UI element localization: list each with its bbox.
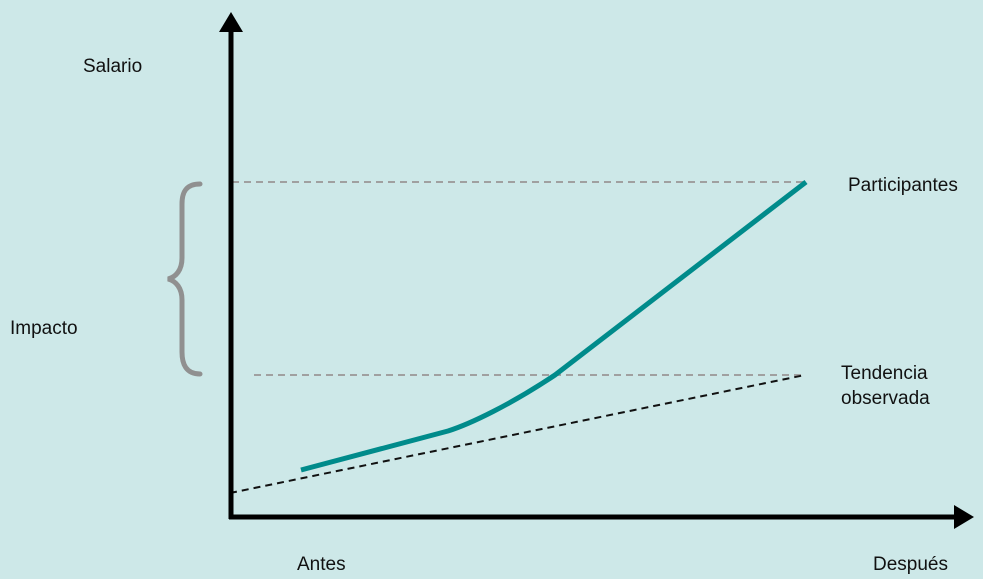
x-axis-arrow-icon bbox=[954, 505, 974, 529]
impact-brace-icon bbox=[167, 181, 203, 377]
observed-trend-line bbox=[229, 374, 806, 494]
x-axis-after-label: Después bbox=[873, 554, 948, 575]
y-axis-arrow-icon bbox=[219, 12, 243, 32]
x-axis-before-label: Antes bbox=[297, 554, 346, 575]
trend-label-line2: observada bbox=[841, 388, 930, 409]
participants-line bbox=[300, 180, 808, 473]
y-axis-label: Salario bbox=[83, 56, 143, 77]
trend-label-line1: Tendencia bbox=[841, 363, 928, 384]
participants-label: Participantes bbox=[848, 175, 958, 196]
impact-label: Impacto bbox=[10, 318, 78, 339]
trend-label: Tendencia observada bbox=[841, 361, 930, 411]
